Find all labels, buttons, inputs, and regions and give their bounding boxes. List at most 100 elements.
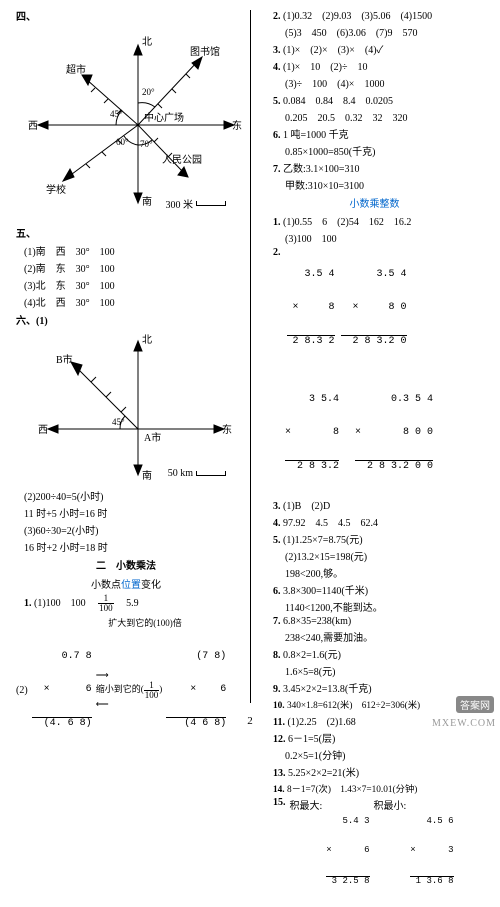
- r-p4-l1: 97.92 4.5 4.5 62.4: [283, 518, 378, 529]
- r-p5-l1: (1)1.25×7=8.75(元): [283, 535, 363, 546]
- vm2-a: 3.5 4: [341, 269, 407, 280]
- vm2-b: × 8 0: [341, 302, 407, 313]
- r-p9-l1: 3.45×2×2=13.8(千克): [283, 684, 372, 695]
- r-p7-l1: 6.8×35=238(km): [283, 616, 351, 627]
- label2-north: 北: [142, 334, 152, 346]
- label-east: 东: [232, 119, 242, 132]
- left-line-2: 11 时+5 小时=16 时: [24, 505, 244, 520]
- vmin-b: × 3: [410, 846, 453, 856]
- frac2-num: 1: [149, 681, 154, 690]
- vmax: 5.4 3 × 6 3 2.5 8: [326, 797, 369, 907]
- r-q6: 6.: [273, 130, 281, 141]
- vmin-a: 4.5 6: [410, 817, 453, 827]
- label-library: 图书馆: [190, 45, 220, 58]
- r-p12-l1: 6－1=5(层): [288, 734, 335, 745]
- five-line-2: (2)南 东 30° 100: [24, 260, 244, 275]
- right-column: 2. (1)0.32 (2)9.03 (3)5.06 (4)1500 (5)3 …: [251, 6, 492, 733]
- r-p2: 2.: [273, 247, 281, 258]
- q1-row: 1. (1)100 100 1 100 5.9: [24, 594, 244, 613]
- r-p7-l2: 238<240,需要加油。: [285, 629, 492, 644]
- r-p1-l2: (3)100 100: [285, 230, 492, 245]
- r-q7-l1: 乙数:3.1×100=310: [283, 164, 360, 175]
- r-p8: 8.: [273, 650, 281, 661]
- r-q7-l2: 甲数:310×10=3100: [285, 177, 492, 192]
- angle-60: 60°: [116, 137, 129, 147]
- label2-west: 西: [38, 425, 48, 436]
- annot-bot-a: 缩小到它的(: [96, 685, 144, 695]
- r-p14: 14.: [273, 785, 285, 795]
- r-p5-row: 5. (1)1.25×7=8.75(元): [273, 531, 492, 546]
- r-p9: 9.: [273, 684, 281, 695]
- sub-title-row: 小数点位置变化: [8, 576, 244, 591]
- vm2: 3.5 4 × 8 0 2 8 3.2 0: [341, 247, 407, 369]
- scale-bar-icon-2: [196, 471, 226, 476]
- vmax-c: 3 2.5 8: [326, 876, 369, 887]
- r-p6: 6.: [273, 586, 281, 597]
- label2-acity: A市: [144, 431, 161, 444]
- r-q6-l1: 1 吨=1000 千克: [283, 130, 349, 141]
- vmr-b: × 6: [166, 684, 226, 695]
- r-q4-row: 4. (1)× 10 (2)÷ 10: [273, 58, 492, 73]
- r-p3: 3.: [273, 501, 281, 512]
- r-p6-l1: 3.8×300=1140(千米): [283, 586, 368, 597]
- angle-45: 45°: [110, 109, 123, 119]
- r-p3-l1: (1)B (2)D: [283, 501, 330, 512]
- vm1-a: 3.5 4: [287, 269, 335, 280]
- vmax-b: × 6: [326, 846, 369, 856]
- sub-title-b: 变化: [141, 580, 161, 591]
- label-north: 北: [142, 36, 152, 48]
- r-p15-l2: 积最小:: [374, 797, 407, 812]
- left-line-4: 16 时+2 小时=18 时: [24, 539, 244, 554]
- label2-east: 东: [222, 423, 232, 436]
- r-q2-row: 2. (1)0.32 (2)9.03 (3)5.06 (4)1500: [273, 7, 492, 22]
- section-four-head: 四、: [16, 8, 244, 23]
- label-center: 中心广场: [144, 111, 184, 124]
- r-q5-l1: 0.084 0.84 8.4 0.0205: [283, 96, 393, 107]
- five-line-1: (1)南 西 30° 100: [24, 243, 244, 258]
- vm4-a: 0.3 5 4: [355, 394, 433, 405]
- r-p3-row: 3. (1)B (2)D: [273, 497, 492, 512]
- vm3-a: 3 5.4: [285, 394, 339, 405]
- r-q7: 7.: [273, 164, 281, 175]
- r-p9-row: 9. 3.45×2×2=13.8(千克): [273, 680, 492, 695]
- r-q5: 5.: [273, 96, 281, 107]
- label-west: 西: [28, 121, 38, 132]
- vm2-c: 2 8 3.2 0: [341, 335, 407, 347]
- watermark-text: MXEW.COM: [432, 718, 496, 729]
- vmin: 4.5 6 × 3 1 3.6 8: [410, 797, 453, 907]
- page-number: 2: [0, 715, 500, 727]
- vm3-c: 2 8 3.2: [285, 460, 339, 472]
- q1-line: (1)100 100: [34, 598, 96, 609]
- r-p15-row: 15. 积最大: 5.4 3 × 6 3 2.5 8 积最小: 4.5 6 × …: [273, 797, 492, 907]
- arrow-left-icon: ⟵: [96, 700, 163, 710]
- expand-shrink-diagram: 扩大到它的(100)倍 (2) 0.7 8 × 6 (4. 6 8) ⟶ 缩小到…: [16, 616, 244, 751]
- r-q4: 4.: [273, 62, 281, 73]
- r-p2-row: 2. 3.5 4 × 8 2 8.3 2 3.5 4 × 8 0 2 8 3.2…: [273, 247, 492, 369]
- r-q2-l1: (1)0.32 (2)9.03 (3)5.06 (4)1500: [283, 11, 432, 22]
- r-q3-l1: (1)× (2)× (3)× (4)✓: [283, 45, 383, 56]
- left-column: 四、: [8, 6, 250, 733]
- r-q5-row: 5. 0.084 0.84 8.4 0.0205: [273, 92, 492, 107]
- q1-tail: 5.9: [116, 598, 139, 609]
- fraction-2: 1 100: [144, 681, 160, 700]
- vmr-a: (7 8): [166, 651, 226, 662]
- r-p13-row: 13. 5.25×2×2=21(米): [273, 764, 492, 779]
- section-five-head: 五、: [16, 225, 244, 240]
- vm4-c: 2 8 3.2 0 0: [355, 460, 433, 472]
- fraction-1: 1 100: [98, 594, 114, 613]
- vmax-a: 5.4 3: [326, 817, 369, 827]
- label2-bcity: B市: [56, 353, 73, 366]
- r-q4-l1: (1)× 10 (2)÷ 10: [283, 62, 367, 73]
- q1-head: 1.: [24, 598, 32, 609]
- r-p6-l2: 1140<1200,不能到达。: [285, 599, 492, 614]
- r-p5-l3: 198<200,够。: [285, 565, 492, 580]
- r-p8-l1: 0.8×2=1.6(元): [283, 650, 341, 661]
- compass-figure-1: 北 南 东 西 中心广场 图书馆 超市 学校 人民公园 20° 45° 60° …: [8, 25, 244, 221]
- vml-a: 0.7 8: [32, 651, 92, 662]
- compass-figure-2: 北 南 东 西 B市 A市 45° 50 km: [8, 329, 244, 485]
- r-p13: 13.: [273, 768, 286, 779]
- r-p13-l1: 5.25×2×2=21(米): [288, 768, 359, 779]
- scale-1: 300 米: [166, 196, 227, 211]
- frac1-num: 1: [104, 594, 109, 603]
- r-p8-row: 8. 0.8×2=1.6(元): [273, 646, 492, 661]
